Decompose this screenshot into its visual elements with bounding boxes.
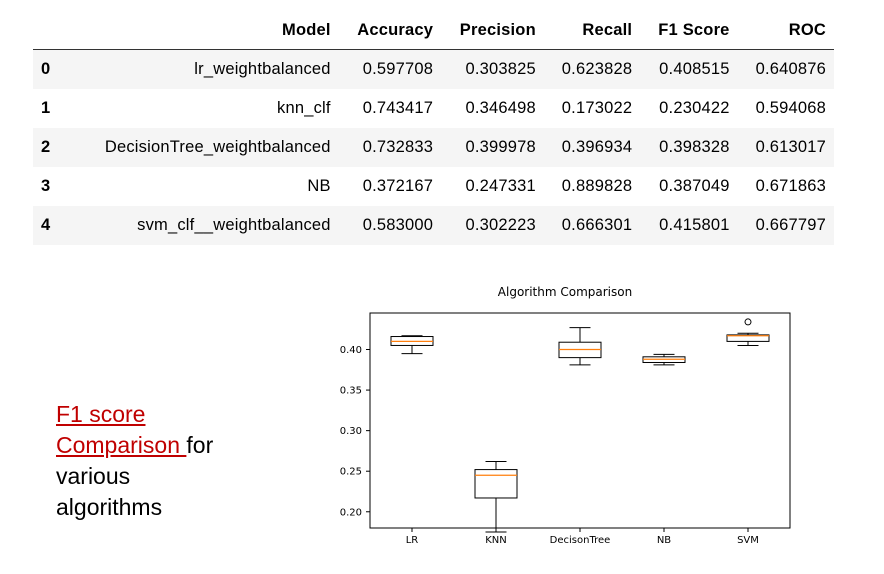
table-cell: knn_clf [69, 89, 339, 128]
boxplot-chart: Algorithm Comparison 0.20 0.25 0.30 0.35 0.40… [300, 275, 800, 570]
table-cell: DecisionTree_weightbalanced [69, 128, 339, 167]
column-header: Model [69, 11, 339, 50]
table-cell: 0.346498 [441, 89, 544, 128]
table-cell: 0.666301 [544, 206, 640, 245]
x-tick-label: NB [657, 535, 671, 546]
table-row: 3 NB 0.372167 0.247331 0.889828 0.387049 0.671… [33, 167, 834, 206]
boxplot-svg: Algorithm Comparison 0.20 0.25 0.30 0.35 0.40… [300, 275, 800, 570]
table-row: 1 knn_clf 0.743417 0.346498 0.173022 0.230422… [33, 89, 834, 128]
column-header: F1 Score [640, 11, 737, 50]
chart-title: Algorithm Comparison [498, 285, 632, 299]
table-cell: 0.396934 [544, 128, 640, 167]
table-cell: 0.399978 [441, 128, 544, 167]
y-tick-label: 0.35 [340, 386, 362, 397]
column-header: Precision [441, 11, 544, 50]
table-cell: 0.583000 [339, 206, 441, 245]
row-index: 2 [33, 128, 69, 167]
table-cell: 0.597708 [339, 50, 441, 90]
caption-text-for: for [186, 432, 213, 458]
table-cell: 0.889828 [544, 167, 640, 206]
table-cell: lr_weightbalanced [69, 50, 339, 90]
table-cell: 0.667797 [738, 206, 834, 245]
column-header: Accuracy [339, 11, 441, 50]
x-tick-label: KNN [485, 535, 507, 546]
table-cell: 0.173022 [544, 89, 640, 128]
table-cell: 0.640876 [738, 50, 834, 90]
table-cell: 0.302223 [441, 206, 544, 245]
table-cell: 0.415801 [640, 206, 737, 245]
caption-text-algorithms: algorithms [56, 492, 276, 523]
table-cell: 0.594068 [738, 89, 834, 128]
column-header: ROC [738, 11, 834, 50]
chart-caption: F1 score Comparison for various algorith… [56, 399, 276, 523]
x-tick-label: SVM [737, 535, 759, 546]
table-cell: 0.303825 [441, 50, 544, 90]
box-knn [475, 470, 517, 498]
x-tick-label: LR [406, 535, 419, 546]
y-tick-label: 0.25 [340, 467, 362, 478]
table-cell: 0.408515 [640, 50, 737, 90]
table-cell: 0.230422 [640, 89, 737, 128]
table-cell: 0.613017 [738, 128, 834, 167]
table-cell: 0.398328 [640, 128, 737, 167]
table-header-row: Model Accuracy Precision Recall F1 Score ROC [33, 11, 834, 50]
table-cell: svm_clf__weightbalanced [69, 206, 339, 245]
y-tick-label: 0.20 [340, 507, 362, 518]
table-row: 2 DecisionTree_weightbalanced 0.732833 0.39… [33, 128, 834, 167]
results-table: Model Accuracy Precision Recall F1 Score ROC … [33, 11, 834, 245]
table-cell: 0.387049 [640, 167, 737, 206]
table-row: 4 svm_clf__weightbalanced 0.583000 0.302223… [33, 206, 834, 245]
table-body: 0 lr_weightbalanced 0.597708 0.303825 0.6238… [33, 50, 834, 246]
table-cell: 0.732833 [339, 128, 441, 167]
row-index: 4 [33, 206, 69, 245]
y-tick-label: 0.40 [340, 345, 362, 356]
column-header: Recall [544, 11, 640, 50]
caption-link-line2: Comparison [56, 432, 186, 458]
table-cell: 0.372167 [339, 167, 441, 206]
table-cell: 0.671863 [738, 167, 834, 206]
table-cell: 0.743417 [339, 89, 441, 128]
row-index: 0 [33, 50, 69, 90]
caption-link-line1: F1 score [56, 401, 145, 427]
table-row: 0 lr_weightbalanced 0.597708 0.303825 0.6238… [33, 50, 834, 90]
table-cell: 0.247331 [441, 167, 544, 206]
x-tick-label: DecisonTree [550, 535, 611, 546]
table-cell: 0.623828 [544, 50, 640, 90]
row-index: 3 [33, 167, 69, 206]
outlier-point [745, 319, 751, 325]
row-index: 1 [33, 89, 69, 128]
y-tick-label: 0.30 [340, 426, 362, 437]
column-header-index [33, 11, 69, 50]
caption-text-various: various [56, 461, 276, 492]
table-cell: NB [69, 167, 339, 206]
